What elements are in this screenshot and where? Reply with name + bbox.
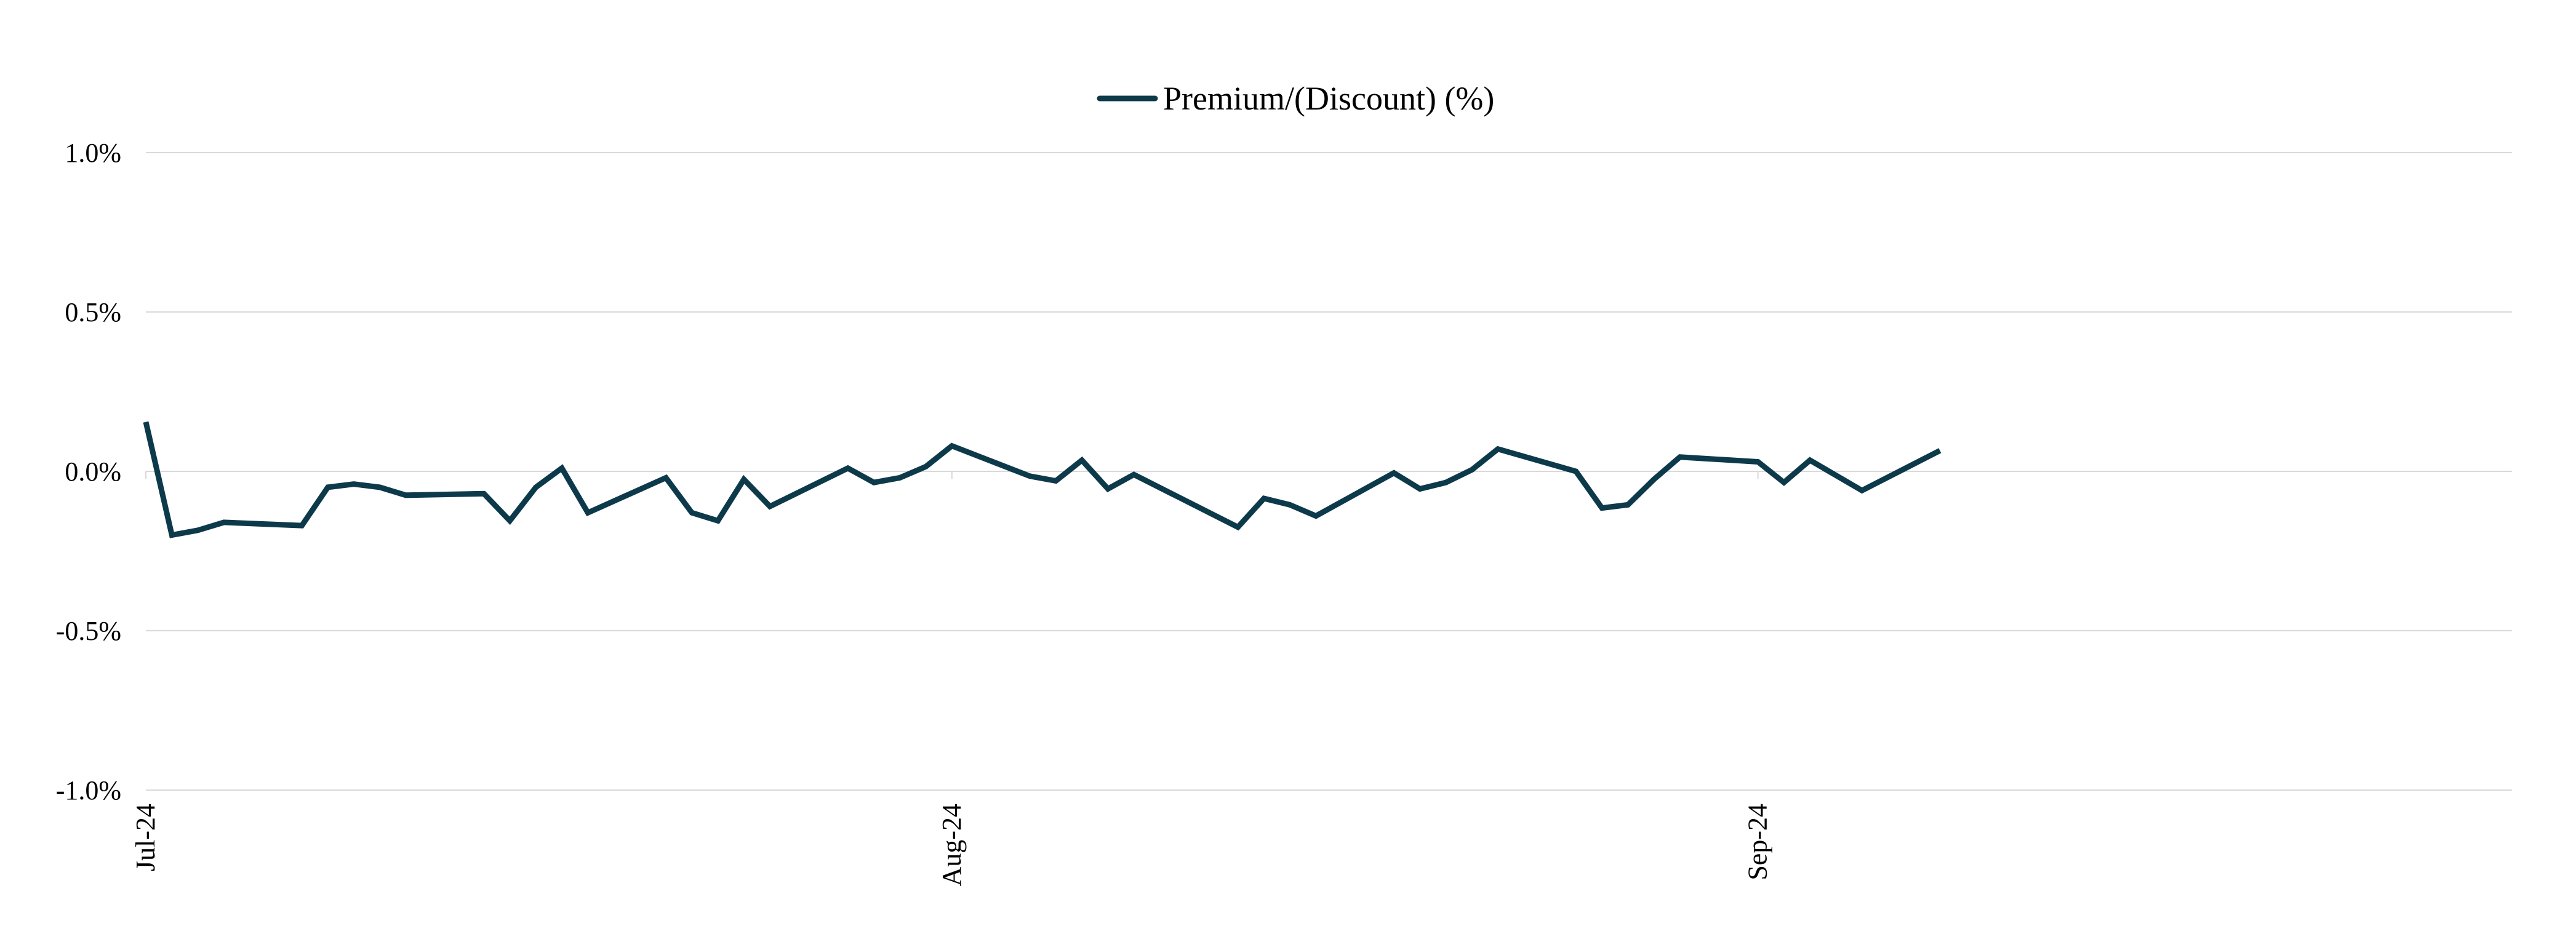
y-axis: 1.0% 0.5% 0.0% -0.5% -1.0% — [56, 138, 121, 805]
x-tick-label: Sep-24 — [1743, 804, 1773, 881]
y-tick-label: 0.5% — [65, 297, 121, 327]
y-tick-label: 0.0% — [65, 457, 121, 487]
series-layer — [146, 422, 1940, 535]
x-tick-label: Jul-24 — [130, 804, 161, 871]
gridlines — [146, 153, 2512, 790]
y-tick-label: 1.0% — [65, 138, 121, 168]
x-axis: Jul-24 Aug-24 Sep-24 — [130, 471, 1773, 886]
x-tick-label: Aug-24 — [937, 804, 967, 886]
legend-label: Premium/(Discount) (%) — [1163, 80, 1494, 117]
legend: Premium/(Discount) (%) — [1100, 80, 1494, 117]
y-tick-label: -1.0% — [56, 775, 121, 805]
y-tick-label: -0.5% — [56, 616, 121, 646]
series-line — [146, 422, 1940, 535]
